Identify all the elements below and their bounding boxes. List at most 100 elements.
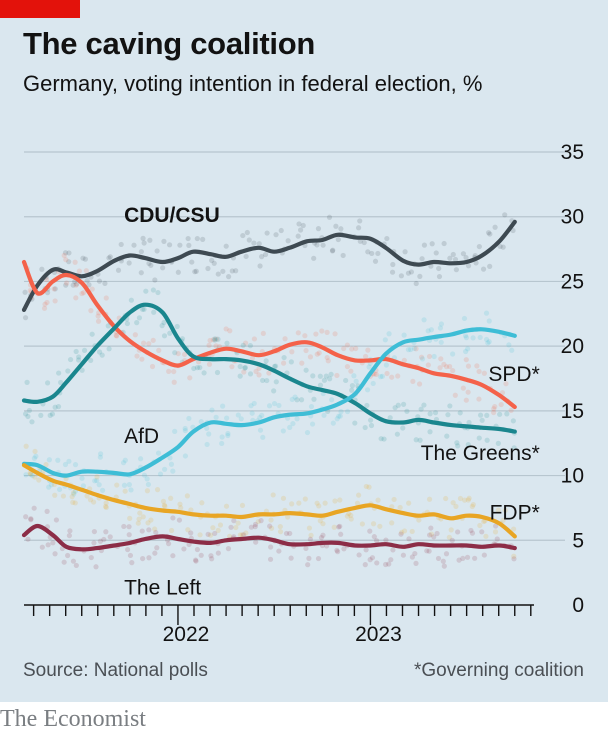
poll-dot-fdp — [483, 533, 489, 539]
poll-dot-the-greens — [96, 482, 102, 488]
poll-dot-fdp — [397, 504, 403, 511]
poll-dot-the-greens — [168, 461, 175, 467]
poll-dot-cdu-csu — [192, 269, 198, 275]
poll-dot-spd — [256, 372, 262, 378]
poll-dot-spd — [103, 295, 109, 301]
chart-subtitle: Germany, voting intention in federal ele… — [23, 71, 483, 96]
poll-dot-the-left — [373, 538, 380, 544]
poll-dot-spd — [175, 350, 181, 357]
poll-dot-cdu-csu — [402, 249, 408, 255]
poll-dot-cdu-csu — [330, 247, 336, 253]
poll-dot-the-left — [165, 541, 172, 547]
poll-dot-fdp — [268, 517, 274, 523]
poll-dot-the-left — [472, 555, 478, 561]
poll-dot-the-greens — [401, 332, 407, 338]
poll-dot-afd — [215, 336, 221, 342]
poll-dot-cdu-csu — [338, 226, 344, 232]
poll-dot-afd — [128, 297, 134, 303]
poll-dot-the-left — [494, 536, 500, 542]
y-tick-label: 15 — [561, 400, 584, 423]
poll-dot-fdp — [470, 502, 476, 508]
poll-dot-cdu-csu — [500, 244, 506, 250]
poll-dot-the-left — [315, 555, 322, 562]
poll-dot-afd — [26, 407, 32, 414]
poll-dot-the-left — [320, 532, 326, 538]
poll-dot-afd — [477, 412, 484, 418]
poll-dot-fdp — [457, 495, 464, 502]
poll-dot-spd — [344, 342, 350, 348]
poll-dot-the-greens — [248, 403, 254, 409]
poll-dot-the-left — [431, 534, 437, 540]
poll-dot-afd — [445, 412, 451, 418]
poll-dot-the-left — [369, 555, 376, 561]
series-line-the-left — [21, 523, 517, 552]
poll-dot-the-greens — [334, 416, 340, 422]
poll-dot-fdp — [289, 501, 295, 507]
poll-dot-spd — [150, 337, 156, 343]
poll-dot-the-greens — [308, 403, 315, 410]
poll-dot-the-left — [91, 540, 97, 546]
poll-dot-the-greens — [167, 455, 173, 461]
poll-dot-the-left — [456, 557, 462, 563]
poll-dot-spd — [227, 328, 233, 334]
poll-dot-the-left — [306, 555, 312, 561]
poll-dot-cdu-csu — [102, 280, 108, 286]
poll-dot-the-greens — [386, 331, 392, 337]
poll-dot-the-left — [460, 555, 466, 562]
poll-dot-the-left — [126, 524, 132, 530]
poll-dot-fdp — [168, 495, 174, 501]
poll-dot-cdu-csu — [154, 248, 160, 254]
poll-dot-afd — [378, 436, 384, 442]
poll-dot-afd — [272, 363, 278, 370]
poll-dot-the-greens — [225, 430, 231, 437]
poll-dot-the-left — [481, 552, 487, 558]
poll-dot-the-left — [440, 558, 446, 564]
poll-dot-the-greens — [271, 400, 278, 407]
poll-dot-the-left — [208, 553, 214, 559]
poll-dot-fdp — [370, 521, 377, 527]
poll-dot-afd — [44, 380, 51, 386]
poll-dot-the-left — [252, 524, 258, 530]
poll-dot-fdp — [185, 527, 191, 533]
poll-dot-the-greens — [465, 346, 471, 352]
poll-dot-cdu-csu — [62, 250, 69, 256]
poll-dot-cdu-csu — [465, 263, 472, 269]
poll-dot-cdu-csu — [314, 242, 320, 248]
poll-dot-spd — [61, 252, 67, 259]
poll-dot-fdp — [87, 497, 94, 503]
poll-dot-the-left — [318, 534, 325, 541]
poll-dot-the-left — [228, 524, 234, 530]
poll-dot-spd — [463, 397, 469, 403]
poll-dot-the-greens — [209, 407, 215, 413]
poll-dot-the-left — [28, 516, 34, 522]
poll-dot-afd — [264, 377, 270, 384]
poll-dot-fdp — [337, 497, 343, 503]
poll-dot-cdu-csu — [485, 230, 492, 236]
poll-dot-spd — [149, 363, 156, 370]
poll-dot-cdu-csu — [229, 268, 235, 274]
poll-dot-the-greens — [157, 471, 164, 477]
poll-dot-the-greens — [186, 415, 192, 422]
x-tick-label: 2023 — [355, 623, 402, 646]
poll-dot-spd — [447, 363, 453, 370]
poll-dot-the-greens — [219, 434, 225, 440]
poll-dot-the-greens — [351, 373, 357, 379]
poll-dot-cdu-csu — [200, 236, 206, 242]
poll-dot-fdp — [223, 503, 230, 509]
poll-dot-fdp — [239, 502, 246, 509]
poll-dot-afd — [321, 377, 328, 383]
poll-dot-afd — [49, 411, 56, 417]
poll-dot-fdp — [136, 516, 142, 522]
poll-dot-fdp — [296, 500, 302, 506]
poll-dot-spd — [81, 290, 87, 296]
poll-dot-spd — [171, 379, 177, 385]
poll-dot-fdp — [348, 512, 354, 518]
poll-dot-cdu-csu — [126, 260, 132, 266]
poll-dot-cdu-csu — [106, 255, 112, 261]
poll-dot-the-left — [468, 527, 474, 534]
poll-dot-the-left — [70, 558, 77, 564]
poll-dot-cdu-csu — [320, 242, 326, 248]
poll-dot-spd — [316, 350, 322, 356]
poll-dot-spd — [42, 301, 48, 307]
poll-dot-the-left — [192, 557, 199, 563]
